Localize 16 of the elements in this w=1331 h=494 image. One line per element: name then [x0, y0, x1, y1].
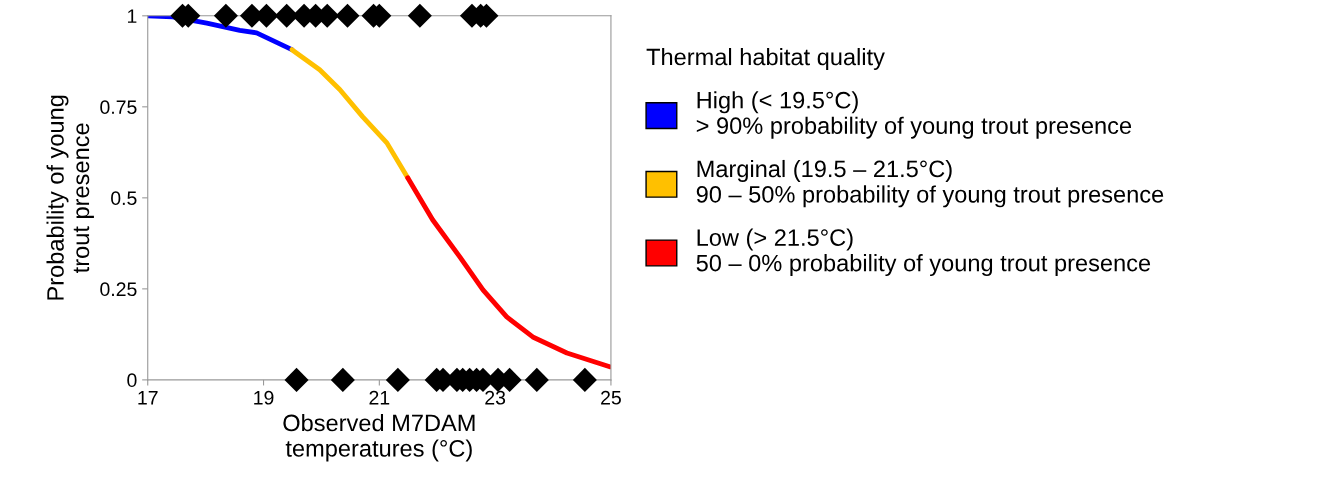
x-tick-label: 23 [485, 390, 506, 405]
y-axis-title: Probability of young trout presence [46, 95, 94, 300]
legend-label: Low (> 21.5°C) 50 – 0% probability of young trout presence [696, 228, 1151, 277]
legend-title: Thermal habitat quality [646, 47, 885, 70]
legend-label: High (< 19.5°C) > 90% probability of young trout presence [696, 91, 1132, 139]
x-axis-title: Observed M7DAM temperatures (°C) [283, 413, 475, 462]
y-tick-label: 0.5 [111, 191, 137, 206]
y-tick-label: 0.75 [100, 100, 137, 115]
y-tick-label: 0.25 [100, 282, 137, 297]
y-tick-label: 0 [127, 373, 137, 388]
x-tick-label: 17 [138, 391, 158, 405]
legend-label: Marginal (19.5 – 21.5°C) 90 – 50% probability of young trout presence [696, 159, 1164, 208]
x-tick-label: 19 [254, 390, 274, 405]
y-tick-label: 1 [127, 9, 137, 23]
x-tick-label: 25 [601, 390, 621, 405]
x-tick-label: 21 [369, 390, 390, 405]
